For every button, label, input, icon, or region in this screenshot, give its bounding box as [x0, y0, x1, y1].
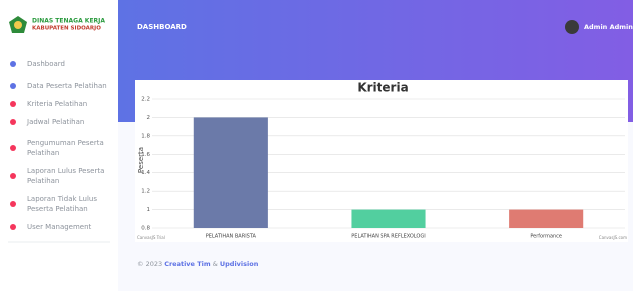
menu-label[interactable]: Pengumuman Peserta — [27, 139, 104, 147]
bar[interactable] — [194, 117, 268, 228]
menu-label[interactable]: User Management — [27, 223, 92, 231]
menu-label[interactable]: Pelatihan — [27, 177, 59, 185]
bar[interactable] — [351, 210, 425, 228]
footer-link[interactable]: Creative Tim — [164, 260, 211, 268]
brand-line: DINAS TENAGA KERJA — [32, 18, 105, 25]
menu-icon — [10, 145, 16, 151]
x-tick-label: PELATIHAN SPA REFLEXOLOGI — [351, 234, 425, 240]
footer-link[interactable]: Updivision — [220, 260, 259, 268]
menu-label[interactable]: Laporan Lulus Peserta — [27, 167, 104, 175]
y-tick-label: 1.4 — [141, 170, 150, 176]
menu-label[interactable]: Jadwal Pelatihan — [26, 118, 84, 126]
page: DINAS TENAGA KERJA KABUPATEN SIDOARJO Da… — [0, 0, 633, 291]
y-tick-label: 2.2 — [141, 97, 150, 103]
x-tick-label: PELATIHAN BARISTA — [206, 234, 257, 240]
menu-label[interactable]: Pelatihan — [27, 149, 59, 157]
avatar[interactable] — [565, 20, 579, 34]
watermark: CanvasJS Trial — [137, 235, 165, 240]
y-tick-label: 2 — [147, 115, 151, 121]
menu-icon — [10, 61, 16, 67]
menu-icon — [10, 101, 16, 107]
user-name[interactable]: Admin Admin — [584, 23, 633, 31]
brand-line: KABUPATEN SIDOARJO — [32, 26, 101, 32]
menu-icon — [10, 83, 16, 89]
menu-icon — [10, 201, 16, 207]
menu-label[interactable]: Kriteria Pelatihan — [27, 100, 87, 108]
menu-icon — [10, 173, 16, 179]
menu-icon — [10, 119, 16, 125]
menu-label[interactable]: Data Peserta Pelatihan — [27, 82, 107, 90]
bar[interactable] — [509, 210, 583, 228]
watermark: CanvasJS.com — [599, 235, 627, 240]
chart-title: Kriteria — [357, 81, 408, 95]
footer: © 2023 Creative Tim & Updivision — [137, 260, 259, 268]
menu-label[interactable]: Dashboard — [27, 60, 65, 68]
menu-label[interactable]: Peserta Pelatihan — [27, 205, 88, 213]
footer-text: © 2023 — [137, 260, 162, 268]
y-tick-label: 1 — [147, 207, 151, 213]
y-tick-label: 1.6 — [141, 152, 150, 158]
y-tick-label: 1.8 — [141, 133, 150, 139]
header-title: DASHBOARD — [137, 23, 187, 31]
footer-text: & — [213, 260, 218, 268]
y-tick-label: 0.8 — [141, 226, 150, 232]
menu-label[interactable]: Laporan Tidak Lulus — [27, 195, 97, 203]
menu-icon — [10, 224, 16, 230]
y-tick-label: 1.2 — [141, 189, 150, 195]
x-tick-label: Performance — [530, 234, 562, 240]
